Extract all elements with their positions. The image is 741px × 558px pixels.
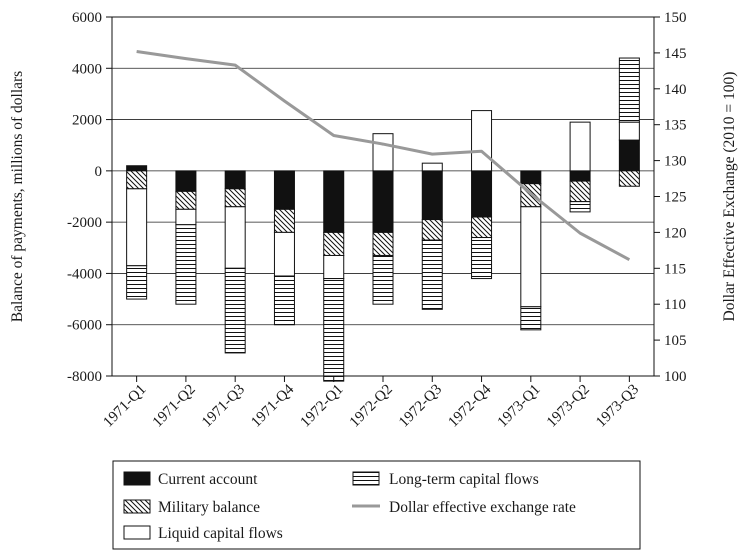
legend-swatch <box>352 471 380 486</box>
y2-tick-label: 120 <box>664 225 687 241</box>
y-tick-label: -8000 <box>67 369 102 385</box>
legend-label: Current account <box>158 471 258 488</box>
x-tick-label: 1972-Q2 <box>347 382 396 431</box>
x-tick-label: 1971-Q2 <box>150 382 199 431</box>
y2-tick-label: 135 <box>664 118 687 134</box>
bar-segment <box>471 110 493 172</box>
bar-segment <box>175 190 197 210</box>
bar-segment <box>471 170 493 218</box>
legend-swatch <box>123 471 151 486</box>
x-tick-label: 1972-Q4 <box>445 381 494 430</box>
bar-segment <box>323 170 345 233</box>
bar-segment <box>569 201 591 213</box>
bar-segment <box>421 239 443 310</box>
y-tick-label: 6000 <box>72 10 102 26</box>
bar-segment <box>372 170 394 233</box>
bar-segment <box>175 208 197 226</box>
bar-segment <box>126 265 148 300</box>
bar-segment <box>421 162 443 172</box>
bar-segment <box>372 254 394 305</box>
x-tick-label: 1973-Q1 <box>495 382 544 431</box>
bar-segment <box>569 180 591 203</box>
y-tick-label: 0 <box>95 164 103 180</box>
x-tick-label: 1973-Q2 <box>544 382 593 431</box>
y-tick-label: 4000 <box>72 61 102 77</box>
bar-segment <box>471 237 493 280</box>
legend-label: Dollar effective exchange rate <box>389 499 576 516</box>
bar-segment <box>175 170 197 192</box>
legend-swatch <box>123 499 151 514</box>
y2-tick-label: 150 <box>664 10 687 26</box>
bar-segment <box>372 231 394 256</box>
bar-segment <box>520 170 542 185</box>
bar-segment <box>273 170 295 210</box>
legend-swatch <box>123 525 151 540</box>
legend-label: Liquid capital flows <box>158 525 283 542</box>
bar-segment <box>471 216 493 239</box>
legend-label: Military balance <box>158 499 260 516</box>
x-tick-label: 1972-Q1 <box>298 382 347 431</box>
bar-segment <box>323 254 345 280</box>
y-tick-label: 2000 <box>72 113 102 129</box>
bar-segment <box>224 188 246 208</box>
bar-segment <box>175 224 197 305</box>
y2-tick-label: 100 <box>664 369 687 385</box>
y-tick-label: -4000 <box>67 266 102 282</box>
bar-segment <box>569 170 591 182</box>
x-tick-label: 1971-Q4 <box>248 381 297 430</box>
y2-axis-title: Dollar Effective Exchange (2010 = 100) <box>721 72 738 322</box>
y-axis-title: Balance of payments, millions of dollars <box>9 71 26 322</box>
bar-segment <box>323 278 345 382</box>
bar-segment <box>126 188 148 267</box>
bar-segment <box>273 208 295 233</box>
bar-segment <box>126 165 148 172</box>
y-tick-label: -2000 <box>67 215 102 231</box>
bar-segment <box>126 170 148 190</box>
bar-segment <box>421 170 443 221</box>
bar-segment <box>323 231 345 256</box>
bar-segment <box>273 275 295 326</box>
x-tick-label: 1972-Q3 <box>396 382 445 431</box>
y2-tick-label: 140 <box>664 82 687 98</box>
bar-segment <box>618 170 640 187</box>
axes <box>106 16 660 382</box>
bar-segment <box>273 231 295 277</box>
y2-tick-label: 115 <box>664 261 686 277</box>
x-tick-label: 1971-Q1 <box>100 382 149 431</box>
bar-segment <box>569 121 591 172</box>
bar-segment <box>421 219 443 241</box>
bar-segment <box>224 267 246 354</box>
y-tick-label: -6000 <box>67 318 102 334</box>
legend-label: Long-term capital flows <box>389 471 539 488</box>
bar-segment <box>618 121 640 141</box>
y2-tick-label: 105 <box>664 333 687 349</box>
bar-segment <box>520 306 542 331</box>
bar-segment <box>224 170 246 190</box>
y2-tick-label: 145 <box>664 46 687 62</box>
bar-segment <box>224 206 246 269</box>
exchange-rate-line-group <box>136 49 631 262</box>
legend: Current account Military balance Liquid ca… <box>112 460 641 550</box>
bar-segment <box>372 133 394 172</box>
bar-segment <box>618 139 640 172</box>
bar-segment <box>618 57 640 123</box>
x-tick-label: 1971-Q3 <box>199 382 248 431</box>
x-tick-label: 1973-Q3 <box>593 382 642 431</box>
bar-segment <box>520 206 542 308</box>
y2-tick-label: 130 <box>664 154 687 170</box>
y2-tick-label: 125 <box>664 190 687 206</box>
y2-tick-label: 110 <box>664 297 686 313</box>
